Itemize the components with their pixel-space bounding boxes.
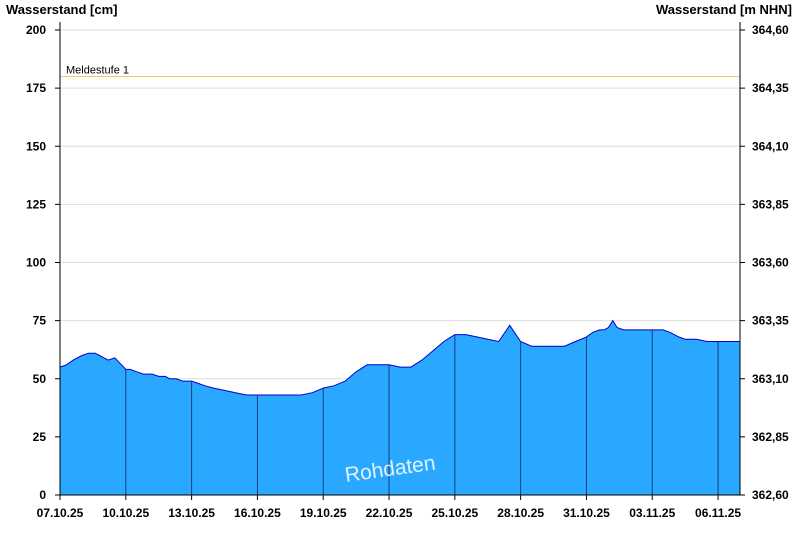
right-tick-label: 364,60: [752, 23, 789, 37]
water-level-area: [60, 320, 740, 495]
x-tick-label: 07.10.25: [37, 506, 84, 520]
right-tick-label: 363,85: [752, 197, 789, 211]
left-tick-label: 100: [26, 256, 46, 270]
data-area: [59, 319, 740, 495]
x-tick-label: 03.11.25: [629, 506, 675, 520]
right-axis-title: Wasserstand [m NHN]: [656, 2, 792, 17]
left-tick-label: 125: [26, 197, 46, 211]
axes: 0 362,60 25 362,85 50 363,10 75 363,35 100 363,60…: [26, 22, 789, 520]
right-tick-label: 363,35: [752, 314, 789, 328]
right-tick-label: 363,60: [752, 256, 789, 270]
x-tick-label: 19.10.25: [300, 506, 347, 520]
left-tick-label: 50: [33, 372, 47, 386]
x-tick-label: 22.10.25: [366, 506, 413, 520]
threshold-layer: Meldestufe 1: [60, 65, 740, 77]
left-tick-label: 150: [26, 139, 46, 153]
right-tick-label: 363,10: [752, 372, 789, 386]
left-tick-label: 75: [33, 314, 47, 328]
x-tick-label: 06.11.25: [695, 506, 741, 520]
water-level-line: [59, 319, 740, 396]
left-tick-label: 0: [39, 488, 46, 502]
x-tick-label: 28.10.25: [497, 506, 544, 520]
x-tick-label: 10.10.25: [102, 506, 149, 520]
left-tick-label: 175: [26, 81, 46, 95]
right-tick-label: 364,35: [752, 81, 789, 95]
threshold-label: Meldestufe 1: [66, 65, 129, 77]
x-tick-label: 31.10.25: [563, 506, 610, 520]
right-tick-label: 362,85: [752, 430, 789, 444]
x-tick-label: 13.10.25: [168, 506, 215, 520]
right-tick-label: 362,60: [752, 488, 789, 502]
x-tick-label: 16.10.25: [234, 506, 281, 520]
left-tick-label: 200: [26, 23, 46, 37]
x-tick-label: 25.10.25: [431, 506, 478, 520]
right-tick-label: 364,10: [752, 139, 789, 153]
left-tick-label: 25: [33, 430, 47, 444]
left-axis-title: Wasserstand [cm]: [6, 2, 118, 17]
